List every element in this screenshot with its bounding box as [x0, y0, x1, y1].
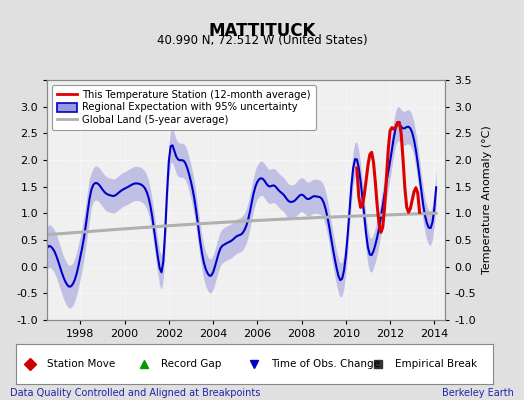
Text: Time of Obs. Change: Time of Obs. Change	[271, 359, 380, 369]
Text: MATTITUCK: MATTITUCK	[209, 22, 315, 40]
Y-axis label: Temperature Anomaly (°C): Temperature Anomaly (°C)	[482, 126, 492, 274]
Text: Berkeley Earth: Berkeley Earth	[442, 388, 514, 398]
Text: Station Move: Station Move	[47, 359, 115, 369]
Legend: This Temperature Station (12-month average), Regional Expectation with 95% uncer: This Temperature Station (12-month avera…	[52, 85, 315, 130]
Text: Empirical Break: Empirical Break	[395, 359, 477, 369]
Text: 40.990 N, 72.512 W (United States): 40.990 N, 72.512 W (United States)	[157, 34, 367, 47]
Text: Data Quality Controlled and Aligned at Breakpoints: Data Quality Controlled and Aligned at B…	[10, 388, 261, 398]
Text: Record Gap: Record Gap	[161, 359, 222, 369]
